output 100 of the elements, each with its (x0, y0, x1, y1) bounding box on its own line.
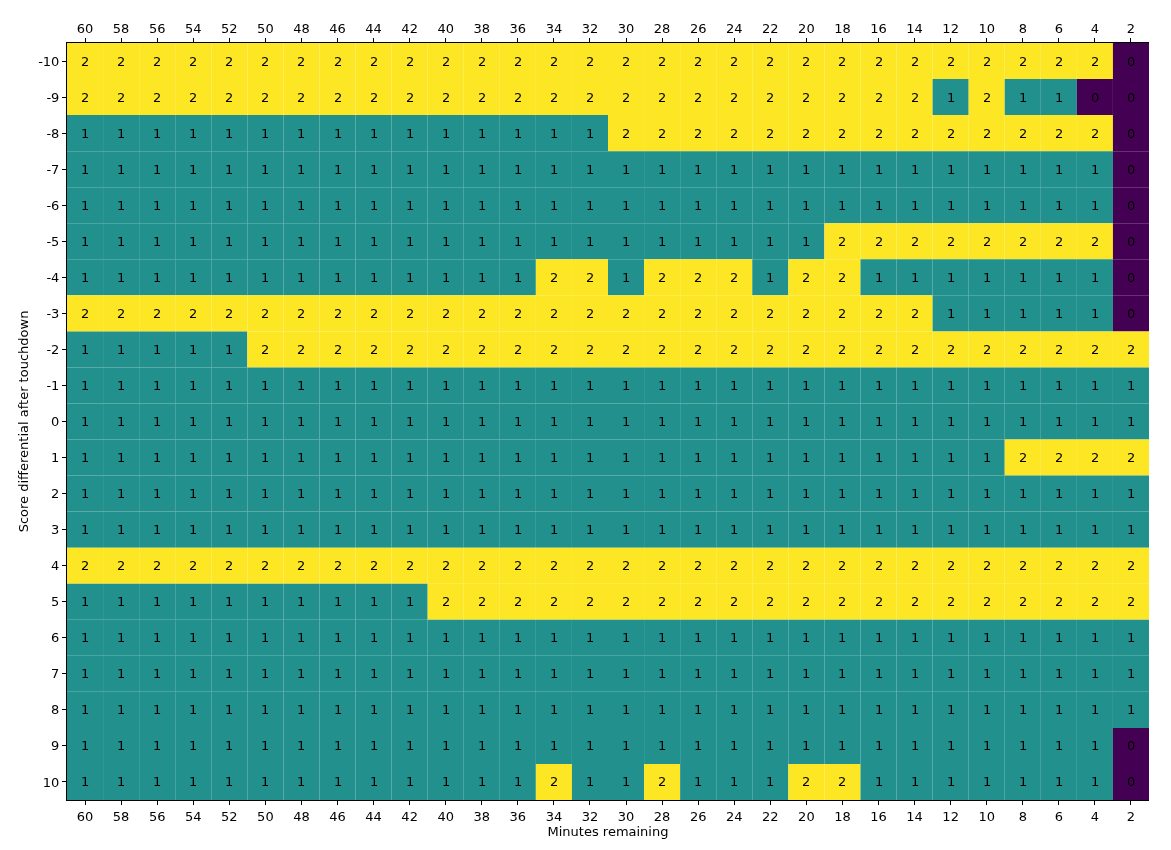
data-label: 1 (1055, 630, 1064, 645)
data-label: 1 (694, 630, 703, 645)
y-tick-label: 5 (51, 594, 60, 610)
data-label: 1 (442, 270, 451, 285)
data-label: 1 (478, 702, 487, 717)
data-label: 1 (297, 450, 306, 465)
data-label: 1 (153, 234, 162, 249)
data-label: 1 (153, 342, 162, 357)
data-label: 1 (478, 774, 487, 789)
data-label: 0 (1127, 198, 1136, 213)
data-label: 2 (694, 594, 703, 609)
data-label: 1 (117, 378, 126, 393)
data-label: 1 (153, 594, 162, 609)
data-label: 2 (694, 558, 703, 573)
data-label: 2 (658, 90, 667, 105)
y-tick-label: -1 (46, 378, 60, 393)
data-label: 1 (730, 234, 739, 249)
data-label: 2 (261, 342, 270, 357)
data-label: 1 (81, 738, 90, 753)
data-label: 1 (370, 198, 379, 213)
data-label: 1 (514, 450, 523, 465)
data-label: 2 (622, 90, 631, 105)
data-label: 2 (514, 342, 523, 357)
data-label: 1 (947, 270, 956, 285)
data-label: 1 (478, 198, 487, 213)
data-label: 1 (81, 126, 90, 141)
data-label: 2 (406, 342, 415, 357)
data-label: 1 (802, 198, 811, 213)
data-label: 2 (1055, 126, 1064, 141)
data-label: 1 (766, 414, 775, 429)
data-label: 1 (81, 234, 90, 249)
data-label: 1 (1091, 378, 1100, 393)
data-label: 2 (478, 90, 487, 105)
data-label: 1 (370, 666, 379, 681)
data-label: 1 (189, 522, 198, 537)
data-label: 2 (442, 54, 451, 69)
data-label: 2 (838, 234, 847, 249)
data-label: 1 (189, 378, 198, 393)
data-label: 1 (983, 738, 992, 753)
data-label: 1 (153, 486, 162, 501)
category-label: 42 (401, 808, 418, 824)
data-label: 2 (442, 342, 451, 357)
data-label: 1 (261, 594, 270, 609)
data-label: 1 (370, 486, 379, 501)
x-tick-label: 34 (545, 20, 563, 36)
category-label: 46 (329, 808, 346, 824)
data-label: 2 (1055, 450, 1064, 465)
data-label: 1 (550, 486, 559, 501)
data-label: 2 (694, 54, 703, 69)
data-label: 2 (189, 306, 198, 321)
data-label: 2 (658, 270, 667, 285)
data-label: 2 (225, 558, 234, 573)
data-label: 2 (117, 306, 126, 321)
data-label: 1 (658, 702, 667, 717)
data-label: 2 (550, 90, 559, 105)
data-label: 1 (261, 414, 270, 429)
data-label: 1 (983, 414, 992, 429)
data-label: 1 (658, 378, 667, 393)
data-label: 1 (478, 522, 487, 537)
data-label: 1 (334, 702, 343, 717)
data-label: 2 (81, 306, 90, 321)
data-label: 1 (297, 594, 306, 609)
data-label: 2 (947, 54, 956, 69)
data-label: 1 (586, 702, 595, 717)
data-label: 1 (983, 774, 992, 789)
category-label: 8 (1018, 808, 1027, 824)
data-label: 2 (1091, 450, 1100, 465)
y-tick-label: 2 (51, 486, 60, 502)
data-label: 1 (1127, 702, 1136, 717)
x-tick-label: 58 (112, 20, 130, 36)
data-label: 1 (153, 630, 162, 645)
data-label: 1 (334, 594, 343, 609)
data-label: 1 (1091, 630, 1100, 645)
data-label: 1 (550, 702, 559, 717)
data-label: 2 (297, 90, 306, 105)
data-label: 2 (694, 270, 703, 285)
data-label: 1 (225, 414, 234, 429)
data-label: 1 (514, 234, 523, 249)
data-label: 1 (514, 522, 523, 537)
data-label: 1 (514, 198, 523, 213)
category-label: 20 (798, 808, 815, 824)
data-label: 1 (1091, 702, 1100, 717)
data-label: 1 (802, 738, 811, 753)
data-label: 2 (1019, 234, 1028, 249)
y-tick-label: 10 (42, 774, 60, 790)
data-label: 1 (225, 738, 234, 753)
data-label: 1 (81, 378, 90, 393)
data-label: 1 (911, 666, 920, 681)
data-label: 1 (297, 198, 306, 213)
data-label: 2 (658, 126, 667, 141)
data-label: 2 (802, 306, 811, 321)
data-label: 1 (189, 342, 198, 357)
data-label: 2 (406, 306, 415, 321)
category-label: 26 (689, 808, 707, 824)
data-label: 2 (189, 54, 198, 69)
data-label: 1 (478, 162, 487, 177)
y-tick-label: 4 (51, 558, 60, 574)
data-label: 1 (983, 378, 992, 393)
data-label: 1 (334, 198, 343, 213)
data-label: 1 (189, 450, 198, 465)
